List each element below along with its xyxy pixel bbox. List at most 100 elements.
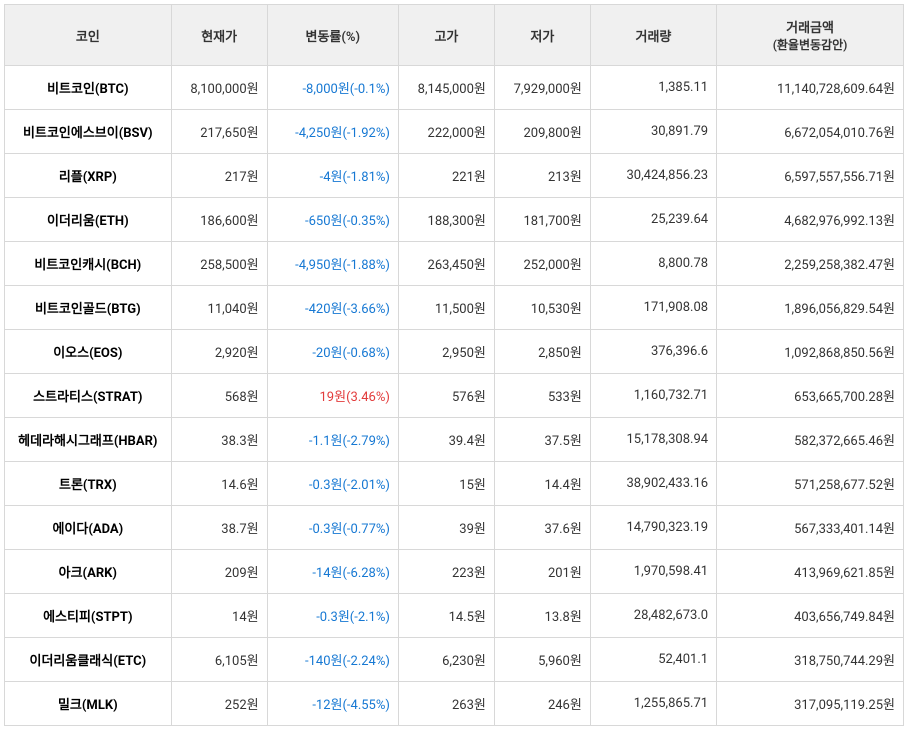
cell-change: -420원(-3.66%) — [267, 286, 398, 330]
cell-price: 11,040원 — [171, 286, 267, 330]
header-coin[interactable]: 코인 — [5, 5, 172, 66]
table-row[interactable]: 리플(XRP)217원-4원(-1.81%)221원213원30,424,856… — [5, 154, 904, 198]
cell-amount: 317,095,119.25원 — [717, 682, 904, 726]
cell-high: 39원 — [398, 506, 494, 550]
table-row[interactable]: 이오스(EOS)2,920원-20원(-0.68%)2,950원2,850원37… — [5, 330, 904, 374]
cell-volume: 171,908.08 — [590, 286, 716, 330]
cell-low: 5,960원 — [494, 638, 590, 682]
cell-coin-name: 리플(XRP) — [5, 154, 172, 198]
header-amount[interactable]: 거래금액 (환율변동감안) — [717, 5, 904, 66]
cell-price: 217,650원 — [171, 110, 267, 154]
cell-coin-name: 비트코인골드(BTG) — [5, 286, 172, 330]
cell-price: 14원 — [171, 594, 267, 638]
cell-volume: 25,239.64 — [590, 198, 716, 242]
cell-low: 37.6원 — [494, 506, 590, 550]
header-high[interactable]: 고가 — [398, 5, 494, 66]
cell-low: 10,530원 — [494, 286, 590, 330]
table-row[interactable]: 밀크(MLK)252원-12원(-4.55%)263원246원1,255,865… — [5, 682, 904, 726]
table-row[interactable]: 헤데라해시그래프(HBAR)38.3원-1.1원(-2.79%)39.4원37.… — [5, 418, 904, 462]
cell-low: 252,000원 — [494, 242, 590, 286]
cell-high: 14.5원 — [398, 594, 494, 638]
table-row[interactable]: 이더리움클래식(ETC)6,105원-140원(-2.24%)6,230원5,9… — [5, 638, 904, 682]
cell-price: 38.3원 — [171, 418, 267, 462]
cell-change: -4,250원(-1.92%) — [267, 110, 398, 154]
cell-change: -4,950원(-1.88%) — [267, 242, 398, 286]
cell-change: -0.3원(-0.77%) — [267, 506, 398, 550]
table-row[interactable]: 비트코인캐시(BCH)258,500원-4,950원(-1.88%)263,45… — [5, 242, 904, 286]
cell-amount: 6,672,054,010.76원 — [717, 110, 904, 154]
table-row[interactable]: 아크(ARK)209원-14원(-6.28%)223원201원1,970,598… — [5, 550, 904, 594]
cell-high: 222,000원 — [398, 110, 494, 154]
cell-amount: 4,682,976,992.13원 — [717, 198, 904, 242]
cell-low: 2,850원 — [494, 330, 590, 374]
cell-amount: 1,092,868,850.56원 — [717, 330, 904, 374]
header-amount-line2: (환율변동감안) — [725, 36, 895, 53]
cell-amount: 403,656,749.84원 — [717, 594, 904, 638]
cell-low: 246원 — [494, 682, 590, 726]
cell-price: 14.6원 — [171, 462, 267, 506]
cell-change: -0.3원(-2.01%) — [267, 462, 398, 506]
cell-high: 2,950원 — [398, 330, 494, 374]
cell-price: 258,500원 — [171, 242, 267, 286]
cell-change: -4원(-1.81%) — [267, 154, 398, 198]
cell-amount: 567,333,401.14원 — [717, 506, 904, 550]
cell-low: 14.4원 — [494, 462, 590, 506]
cell-volume: 8,800.78 — [590, 242, 716, 286]
crypto-price-table: 코인 현재가 변동률(%) 고가 저가 거래량 거래금액 (환율변동감안) 비트… — [4, 4, 904, 726]
cell-coin-name: 아크(ARK) — [5, 550, 172, 594]
cell-change: -20원(-0.68%) — [267, 330, 398, 374]
cell-coin-name: 이더리움클래식(ETC) — [5, 638, 172, 682]
cell-volume: 1,255,865.71 — [590, 682, 716, 726]
cell-coin-name: 비트코인에스브이(BSV) — [5, 110, 172, 154]
cell-volume: 376,396.6 — [590, 330, 716, 374]
cell-price: 38.7원 — [171, 506, 267, 550]
cell-price: 2,920원 — [171, 330, 267, 374]
cell-amount: 571,258,677.52원 — [717, 462, 904, 506]
cell-amount: 582,372,665.46원 — [717, 418, 904, 462]
table-row[interactable]: 비트코인에스브이(BSV)217,650원-4,250원(-1.92%)222,… — [5, 110, 904, 154]
cell-amount: 2,259,258,382.47원 — [717, 242, 904, 286]
cell-price: 217원 — [171, 154, 267, 198]
cell-high: 8,145,000원 — [398, 66, 494, 110]
cell-change: 19원(3.46%) — [267, 374, 398, 418]
cell-high: 263,450원 — [398, 242, 494, 286]
header-change[interactable]: 변동률(%) — [267, 5, 398, 66]
cell-change: -140원(-2.24%) — [267, 638, 398, 682]
table-row[interactable]: 에스티피(STPT)14원-0.3원(-2.1%)14.5원13.8원28,48… — [5, 594, 904, 638]
cell-volume: 14,790,323.19 — [590, 506, 716, 550]
cell-change: -12원(-4.55%) — [267, 682, 398, 726]
table-row[interactable]: 이더리움(ETH)186,600원-650원(-0.35%)188,300원18… — [5, 198, 904, 242]
table-row[interactable]: 비트코인(BTC)8,100,000원-8,000원(-0.1%)8,145,0… — [5, 66, 904, 110]
header-volume[interactable]: 거래량 — [590, 5, 716, 66]
table-row[interactable]: 비트코인골드(BTG)11,040원-420원(-3.66%)11,500원10… — [5, 286, 904, 330]
cell-coin-name: 에스티피(STPT) — [5, 594, 172, 638]
cell-high: 39.4원 — [398, 418, 494, 462]
table-row[interactable]: 트론(TRX)14.6원-0.3원(-2.01%)15원14.4원38,902,… — [5, 462, 904, 506]
cell-change: -14원(-6.28%) — [267, 550, 398, 594]
table-row[interactable]: 에이다(ADA)38.7원-0.3원(-0.77%)39원37.6원14,790… — [5, 506, 904, 550]
cell-price: 186,600원 — [171, 198, 267, 242]
cell-volume: 28,482,673.0 — [590, 594, 716, 638]
table-row[interactable]: 스트라티스(STRAT)568원19원(3.46%)576원533원1,160,… — [5, 374, 904, 418]
header-low[interactable]: 저가 — [494, 5, 590, 66]
cell-volume: 30,424,856.23 — [590, 154, 716, 198]
cell-low: 13.8원 — [494, 594, 590, 638]
cell-high: 188,300원 — [398, 198, 494, 242]
cell-high: 576원 — [398, 374, 494, 418]
cell-low: 533원 — [494, 374, 590, 418]
cell-coin-name: 밀크(MLK) — [5, 682, 172, 726]
cell-amount: 413,969,621.85원 — [717, 550, 904, 594]
cell-low: 181,700원 — [494, 198, 590, 242]
cell-price: 209원 — [171, 550, 267, 594]
cell-low: 7,929,000원 — [494, 66, 590, 110]
cell-price: 568원 — [171, 374, 267, 418]
header-amount-line1: 거래금액 — [786, 21, 834, 36]
cell-coin-name: 트론(TRX) — [5, 462, 172, 506]
cell-amount: 653,665,700.28원 — [717, 374, 904, 418]
cell-coin-name: 에이다(ADA) — [5, 506, 172, 550]
cell-low: 201원 — [494, 550, 590, 594]
cell-amount: 1,896,056,829.54원 — [717, 286, 904, 330]
cell-coin-name: 이더리움(ETH) — [5, 198, 172, 242]
header-price[interactable]: 현재가 — [171, 5, 267, 66]
cell-volume: 38,902,433.16 — [590, 462, 716, 506]
